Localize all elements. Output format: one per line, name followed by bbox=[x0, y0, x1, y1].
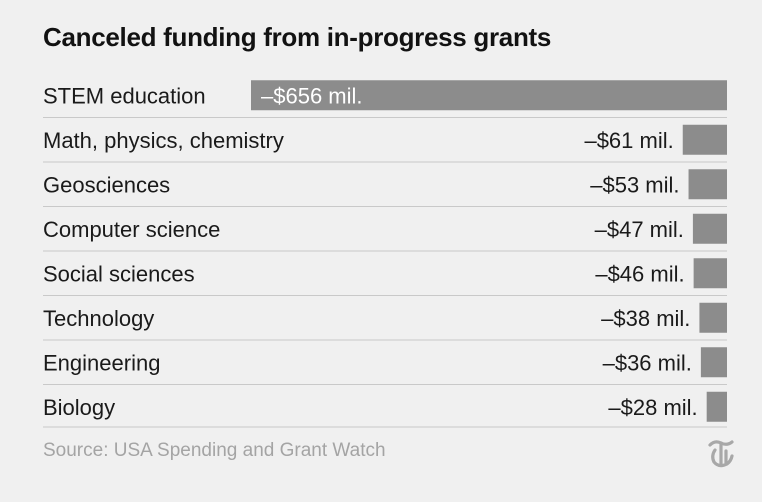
category-label-3: Computer science bbox=[43, 217, 220, 242]
category-label-7: Biology bbox=[43, 395, 115, 420]
bar-4 bbox=[693, 258, 727, 289]
value-label-5: –$38 mil. bbox=[601, 306, 690, 331]
chart-title: Canceled funding from in-progress grants bbox=[43, 22, 552, 52]
category-label-6: Engineering bbox=[43, 350, 160, 375]
value-label-3: –$47 mil. bbox=[595, 217, 684, 242]
value-label-6: –$36 mil. bbox=[603, 350, 692, 375]
value-label-4: –$46 mil. bbox=[595, 261, 684, 286]
category-label-4: Social sciences bbox=[43, 261, 195, 286]
category-label-1: Math, physics, chemistry bbox=[43, 128, 284, 153]
bar-6 bbox=[700, 347, 727, 378]
value-label-1: –$61 mil. bbox=[584, 128, 673, 153]
bar-1 bbox=[682, 124, 727, 155]
bar-2 bbox=[688, 169, 727, 200]
value-label-7: –$28 mil. bbox=[608, 395, 697, 420]
category-label-0: STEM education bbox=[43, 83, 206, 108]
bar-5 bbox=[699, 302, 727, 333]
bar-7 bbox=[706, 391, 727, 422]
category-label-2: Geosciences bbox=[43, 172, 170, 197]
bar-0 bbox=[251, 80, 727, 111]
source-note: Source: USA Spending and Grant Watch bbox=[43, 440, 386, 461]
nyt-logo-icon bbox=[708, 440, 734, 468]
value-label-0: –$656 mil. bbox=[261, 83, 363, 108]
value-label-2: –$53 mil. bbox=[590, 172, 679, 197]
bar-3 bbox=[692, 213, 727, 244]
category-label-5: Technology bbox=[43, 306, 154, 331]
